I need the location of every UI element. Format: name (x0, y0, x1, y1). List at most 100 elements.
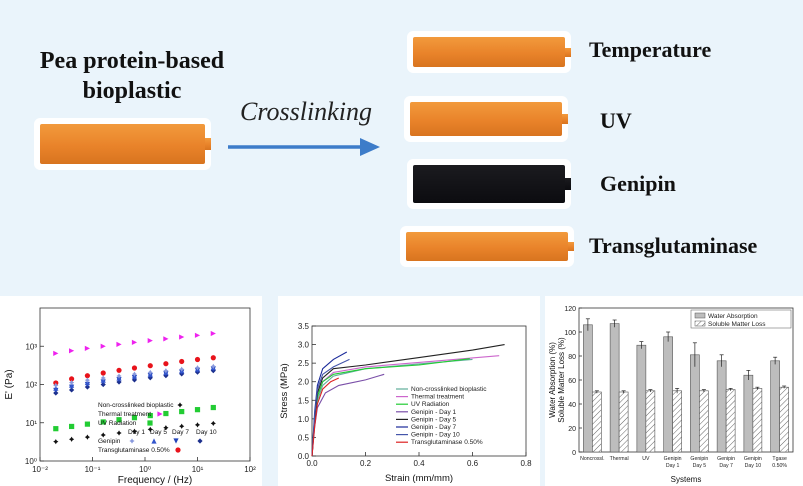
y-tick-label: 2.5 (298, 359, 310, 368)
data-point (179, 408, 185, 415)
legend-label: Soluble Matter Loss (708, 321, 766, 328)
x-tick-label: 10¹ (192, 465, 204, 474)
data-point (53, 385, 59, 391)
data-point (131, 428, 138, 434)
data-point (147, 338, 153, 344)
data-point (84, 377, 91, 383)
bar-soluble-matter-loss (779, 386, 789, 453)
bar-soluble-matter-loss (618, 391, 629, 453)
data-point (69, 376, 75, 382)
data-point (194, 422, 201, 428)
y-tick-label: 40 (568, 402, 576, 409)
y-tick-label: 10³ (25, 342, 37, 351)
y-tick-label: 10² (25, 381, 37, 390)
bar-soluble-matter-loss (752, 388, 763, 453)
legend-label: Water Absorption (708, 313, 758, 320)
bar-soluble-matter-loss (592, 391, 602, 453)
material-title: Pea protein-based bioplastic (22, 46, 242, 106)
data-series (53, 330, 216, 357)
strip-transglutaminase (406, 232, 574, 261)
category-label: Day 1 (666, 463, 680, 469)
legend-swatch (694, 312, 706, 319)
y-tick-label: 80 (568, 354, 576, 361)
bar-soluble-matter-loss (672, 390, 682, 453)
legend-label: Transglutaminase 0.50% (411, 439, 483, 446)
data-point (69, 348, 75, 354)
data-series (53, 420, 216, 445)
data-point (179, 366, 185, 372)
data-point (163, 368, 169, 374)
data-point (210, 330, 216, 337)
bar-water-absorption (690, 354, 700, 453)
data-point (53, 382, 59, 388)
data-point (163, 361, 169, 367)
bar-water-absorption (770, 360, 780, 453)
legend-swatch (694, 320, 706, 327)
label-temperature: Temperature (589, 37, 712, 62)
y-tick-label: 0 (572, 450, 576, 457)
data-point (163, 425, 169, 431)
bar-soluble-matter-loss (645, 390, 656, 453)
data-point (194, 332, 201, 338)
legend-label: Genipin - Day 10 (411, 432, 460, 439)
untreated-strip (40, 124, 211, 164)
label-uv: UV (600, 108, 632, 133)
data-point (147, 369, 153, 375)
legend-label: Day 5 (150, 429, 167, 436)
legend-label: Genipin - Day 1 (411, 409, 457, 416)
category-label: 0.50% (772, 463, 787, 469)
legend-marker (177, 402, 183, 408)
data-point (69, 436, 75, 442)
x-tick-label: 10⁰ (139, 465, 151, 474)
y-tick-label: 0.5 (298, 433, 310, 442)
category-label: UV (642, 456, 650, 462)
bar-soluble-matter-loss (725, 389, 736, 453)
y-tick-label: 3.5 (298, 322, 310, 331)
process-arrow (228, 138, 380, 156)
data-point (116, 367, 122, 373)
y-tick-label: 100 (564, 330, 576, 337)
legend-marker (147, 420, 153, 426)
data-point (84, 345, 91, 351)
data-point (131, 365, 138, 371)
legend-marker (173, 438, 179, 444)
material-title-line1: Pea protein-based (39, 48, 225, 74)
data-point (84, 373, 91, 379)
strip-uv (410, 102, 568, 136)
y-axis-label-2: Soluble Matter Loss (%) (557, 337, 566, 423)
strip-genipin (413, 165, 571, 203)
data-point (69, 380, 75, 386)
legend-label: Genipin - Day 7 (411, 424, 457, 431)
data-point (53, 426, 59, 432)
strip-tab (205, 138, 211, 150)
data-point (179, 423, 185, 429)
data-point (194, 407, 201, 413)
data-point (210, 355, 216, 361)
x-tick-label: 0.4 (413, 459, 425, 468)
y-tick-label: 10⁰ (25, 457, 37, 466)
y-tick-label: 10¹ (25, 419, 37, 428)
data-point (116, 341, 122, 347)
x-tick-label: 0.6 (467, 459, 479, 468)
y-tick-label: 1.0 (298, 415, 310, 424)
y-tick-label: 1.5 (298, 396, 310, 405)
x-tick-label: 10⁻¹ (85, 465, 101, 474)
category-label: Tgase (772, 456, 787, 462)
bar-water-absorption (609, 323, 620, 453)
legend-label: UV Radiation (98, 420, 137, 427)
data-point (147, 363, 153, 369)
category-label: Genipin (717, 456, 735, 462)
data-series (53, 355, 216, 386)
y-tick-label: 2.0 (298, 378, 310, 387)
data-point (194, 356, 201, 363)
legend-label: Day 7 (172, 429, 189, 436)
legend-label: Genipin (98, 438, 121, 445)
legend-marker (151, 438, 157, 444)
data-point (100, 375, 106, 381)
label-genipin: Genipin (600, 171, 676, 196)
y-tick-label: 20 (568, 426, 576, 433)
x-tick-label: 0.2 (360, 459, 372, 468)
